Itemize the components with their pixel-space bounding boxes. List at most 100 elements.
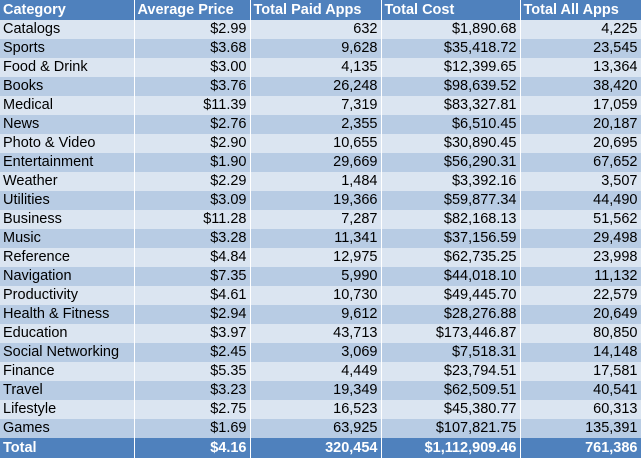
table-total-row: Total $4.16 320,454 $1,112,909.46 761,38… <box>0 438 641 458</box>
cell-total-paid-apps: 3,069 <box>250 343 382 362</box>
cell-average-price: $4.61 <box>134 286 251 305</box>
cell-category: Lifestyle <box>0 400 135 419</box>
cell-average-price: $3.23 <box>134 381 251 400</box>
table-row: Business $11.28 7,287 $82,168.13 51,562 <box>0 210 641 229</box>
cell-total-paid-apps: 16,523 <box>250 400 382 419</box>
cell-total-cost: $49,445.70 <box>381 286 521 305</box>
cell-total-paid-apps: 1,484 <box>250 172 382 191</box>
cell-average-price: $2.90 <box>134 134 251 153</box>
cell-average-price: $3.00 <box>134 58 251 77</box>
cell-average-price: $2.94 <box>134 305 251 324</box>
cell-total-cost: $45,380.77 <box>381 400 521 419</box>
cell-average-price: $2.99 <box>134 20 251 39</box>
cell-average-price: $2.75 <box>134 400 251 419</box>
cell-total-all-apps: 20,187 <box>520 115 641 134</box>
cell-total-cost: $82,168.13 <box>381 210 521 229</box>
table-row: Productivity $4.61 10,730 $49,445.70 22,… <box>0 286 641 305</box>
total-average-price: $4.16 <box>134 438 251 458</box>
cell-total-cost: $23,794.51 <box>381 362 521 381</box>
cell-total-all-apps: 60,313 <box>520 400 641 419</box>
cell-total-paid-apps: 10,655 <box>250 134 382 153</box>
column-header-average-price: Average Price <box>134 0 251 20</box>
cell-total-cost: $30,890.45 <box>381 134 521 153</box>
cell-average-price: $2.45 <box>134 343 251 362</box>
cell-total-cost: $62,735.25 <box>381 248 521 267</box>
cell-category: Navigation <box>0 267 135 286</box>
cell-category: Sports <box>0 39 135 58</box>
cell-total-paid-apps: 11,341 <box>250 229 382 248</box>
cell-category: Music <box>0 229 135 248</box>
table-row: Photo & Video $2.90 10,655 $30,890.45 20… <box>0 134 641 153</box>
cell-total-paid-apps: 26,248 <box>250 77 382 96</box>
total-all-apps: 761,386 <box>520 438 641 458</box>
cell-total-all-apps: 23,545 <box>520 39 641 58</box>
cell-total-all-apps: 17,059 <box>520 96 641 115</box>
table-row: Sports $3.68 9,628 $35,418.72 23,545 <box>0 39 641 58</box>
table-row: Catalogs $2.99 632 $1,890.68 4,225 <box>0 20 641 39</box>
table-row: Lifestyle $2.75 16,523 $45,380.77 60,313 <box>0 400 641 419</box>
cell-average-price: $3.68 <box>134 39 251 58</box>
cell-total-all-apps: 14,148 <box>520 343 641 362</box>
cell-total-all-apps: 17,581 <box>520 362 641 381</box>
cell-category: Utilities <box>0 191 135 210</box>
cell-category: Finance <box>0 362 135 381</box>
cell-average-price: $11.28 <box>134 210 251 229</box>
cell-total-all-apps: 22,579 <box>520 286 641 305</box>
cell-total-paid-apps: 10,730 <box>250 286 382 305</box>
table-header-row: Category Average Price Total Paid Apps T… <box>0 0 641 20</box>
table-row: Health & Fitness $2.94 9,612 $28,276.88 … <box>0 305 641 324</box>
cell-total-paid-apps: 7,287 <box>250 210 382 229</box>
table-row: Weather $2.29 1,484 $3,392.16 3,507 <box>0 172 641 191</box>
cell-average-price: $5.35 <box>134 362 251 381</box>
cell-category: Catalogs <box>0 20 135 39</box>
cell-category: Education <box>0 324 135 343</box>
cell-total-all-apps: 20,649 <box>520 305 641 324</box>
table-row: Entertainment $1.90 29,669 $56,290.31 67… <box>0 153 641 172</box>
table-body: Catalogs $2.99 632 $1,890.68 4,225 Sport… <box>0 20 641 438</box>
cell-total-cost: $28,276.88 <box>381 305 521 324</box>
table-row: Medical $11.39 7,319 $83,327.81 17,059 <box>0 96 641 115</box>
cell-average-price: $3.09 <box>134 191 251 210</box>
table-row: Books $3.76 26,248 $98,639.52 38,420 <box>0 77 641 96</box>
table-row: Utilities $3.09 19,366 $59,877.34 44,490 <box>0 191 641 210</box>
cell-total-paid-apps: 19,366 <box>250 191 382 210</box>
cell-total-cost: $35,418.72 <box>381 39 521 58</box>
cell-total-cost: $37,156.59 <box>381 229 521 248</box>
table-row: Travel $3.23 19,349 $62,509.51 40,541 <box>0 381 641 400</box>
cell-total-paid-apps: 29,669 <box>250 153 382 172</box>
cell-total-paid-apps: 43,713 <box>250 324 382 343</box>
cell-total-cost: $12,399.65 <box>381 58 521 77</box>
cell-total-all-apps: 20,695 <box>520 134 641 153</box>
cell-total-all-apps: 23,998 <box>520 248 641 267</box>
cell-total-paid-apps: 63,925 <box>250 419 382 438</box>
cell-total-all-apps: 67,652 <box>520 153 641 172</box>
cell-category: Photo & Video <box>0 134 135 153</box>
total-label: Total <box>0 438 135 458</box>
cell-total-cost: $59,877.34 <box>381 191 521 210</box>
table-row: Reference $4.84 12,975 $62,735.25 23,998 <box>0 248 641 267</box>
total-cost: $1,112,909.46 <box>381 438 521 458</box>
cell-average-price: $4.84 <box>134 248 251 267</box>
cell-total-all-apps: 13,364 <box>520 58 641 77</box>
total-paid-apps: 320,454 <box>250 438 382 458</box>
cell-total-paid-apps: 5,990 <box>250 267 382 286</box>
cell-category: Business <box>0 210 135 229</box>
cell-category: Health & Fitness <box>0 305 135 324</box>
table-row: Games $1.69 63,925 $107,821.75 135,391 <box>0 419 641 438</box>
cell-average-price: $1.90 <box>134 153 251 172</box>
cell-total-paid-apps: 4,449 <box>250 362 382 381</box>
cell-category: Medical <box>0 96 135 115</box>
cell-total-all-apps: 40,541 <box>520 381 641 400</box>
cell-total-paid-apps: 4,135 <box>250 58 382 77</box>
cell-total-paid-apps: 19,349 <box>250 381 382 400</box>
cell-total-paid-apps: 9,628 <box>250 39 382 58</box>
cell-total-all-apps: 80,850 <box>520 324 641 343</box>
cell-average-price: $2.76 <box>134 115 251 134</box>
column-header-total-paid-apps: Total Paid Apps <box>250 0 382 20</box>
cell-total-cost: $3,392.16 <box>381 172 521 191</box>
column-header-category: Category <box>0 0 135 20</box>
cell-total-all-apps: 44,490 <box>520 191 641 210</box>
cell-total-all-apps: 11,132 <box>520 267 641 286</box>
cell-category: Entertainment <box>0 153 135 172</box>
